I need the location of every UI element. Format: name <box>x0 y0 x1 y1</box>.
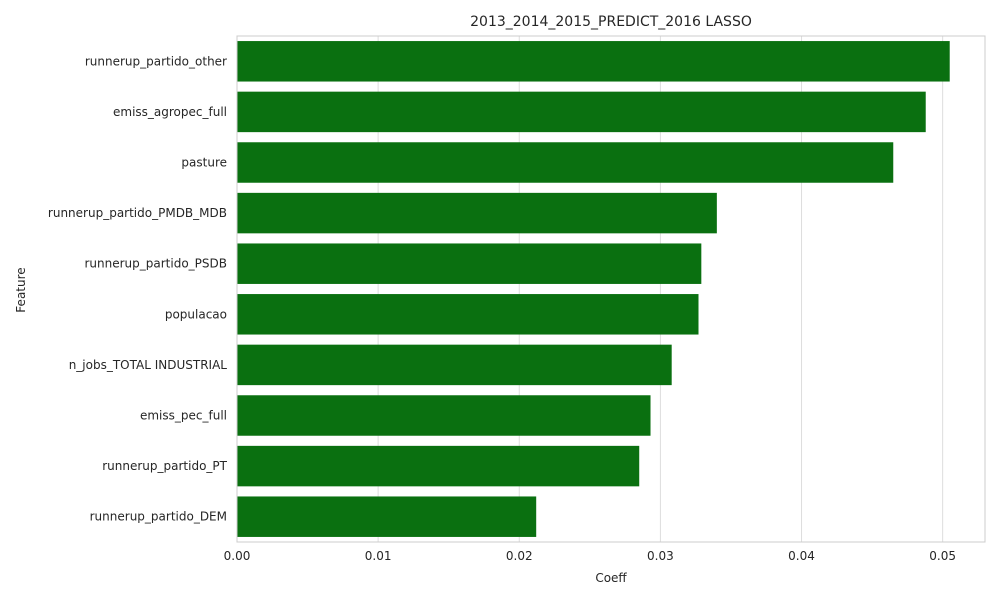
bar <box>237 445 640 487</box>
bar <box>237 294 699 335</box>
y-tick-labels: runnerup_partido_other emiss_agropec_full… <box>48 54 228 523</box>
bar <box>237 395 651 436</box>
bar <box>237 496 537 537</box>
y-tick-label: runnerup_partido_DEM <box>90 510 227 524</box>
y-tick-label: populacao <box>165 307 227 321</box>
y-tick-label: runnerup_partido_other <box>85 54 227 68</box>
y-tick-label: runnerup_partido_PSDB <box>84 257 227 271</box>
bar <box>237 192 717 234</box>
y-tick-label: pasture <box>181 156 227 170</box>
x-tick-label: 0.02 <box>506 549 533 563</box>
plot-frame <box>236 35 986 543</box>
bar <box>237 243 702 284</box>
bar <box>237 41 950 82</box>
bar <box>237 344 672 386</box>
y-tick-label: emiss_pec_full <box>140 409 227 423</box>
chart-title: 2013_2014_2015_PREDICT_2016 LASSO <box>470 14 752 30</box>
y-tick-label: runnerup_partido_PMDB_MDB <box>48 206 227 220</box>
x-tick-label: 0.03 <box>647 549 674 563</box>
x-tick-label: 0.04 <box>788 549 815 563</box>
x-axis-label: Coeff <box>595 571 627 585</box>
y-tick-label: n_jobs_TOTAL INDUSTRIAL <box>69 358 228 372</box>
y-axis-label: Feature <box>14 267 28 312</box>
x-tick-labels: 0.00 0.01 0.02 0.03 0.04 0.05 <box>224 549 956 563</box>
y-tick-label: runnerup_partido_PT <box>102 459 227 473</box>
x-tick-label: 0.00 <box>224 549 251 563</box>
x-tick-label: 0.01 <box>365 549 392 563</box>
bar <box>237 142 894 183</box>
x-tick-label: 0.05 <box>929 549 956 563</box>
y-tick-label: emiss_agropec_full <box>113 105 227 119</box>
bar <box>237 91 926 133</box>
bars <box>237 41 950 537</box>
